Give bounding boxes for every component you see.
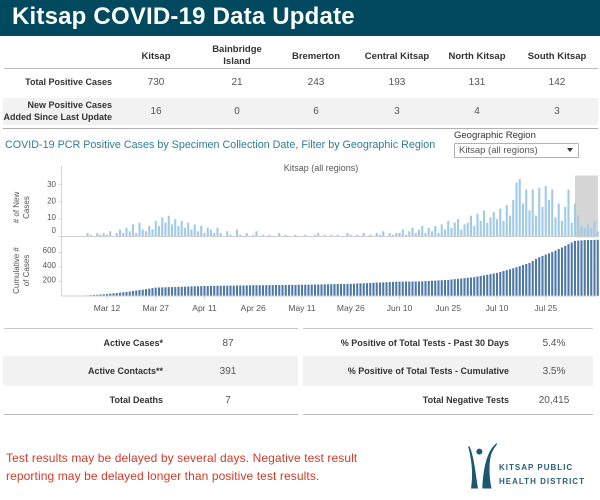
svg-text:Apr 26: Apr 26 [241, 303, 266, 313]
svg-text:of Cases: of Cases [22, 255, 31, 287]
svg-text:10: 10 [47, 213, 56, 222]
svg-text:Cases: Cases [22, 196, 31, 219]
svg-text:400: 400 [43, 261, 57, 270]
svg-text:20: 20 [47, 196, 56, 205]
svg-text:Jul 25: Jul 25 [534, 303, 557, 313]
svg-text:Mar 12: Mar 12 [94, 303, 121, 313]
svg-text:200: 200 [43, 276, 57, 285]
svg-text:600: 600 [43, 246, 57, 255]
svg-text:Jul 10: Jul 10 [486, 303, 509, 313]
svg-text:Apr 11: Apr 11 [192, 303, 217, 313]
svg-text:30: 30 [47, 180, 56, 189]
svg-text:Jun 10: Jun 10 [387, 303, 413, 313]
svg-text:Mar 27: Mar 27 [143, 303, 170, 313]
svg-text:May 11: May 11 [288, 303, 316, 313]
svg-text:Cumulative #: Cumulative # [12, 247, 21, 294]
svg-text:# of New: # of New [12, 191, 21, 223]
svg-text:0: 0 [52, 226, 57, 235]
svg-text:May 26: May 26 [337, 303, 365, 313]
svg-text:Jun 25: Jun 25 [435, 303, 461, 313]
